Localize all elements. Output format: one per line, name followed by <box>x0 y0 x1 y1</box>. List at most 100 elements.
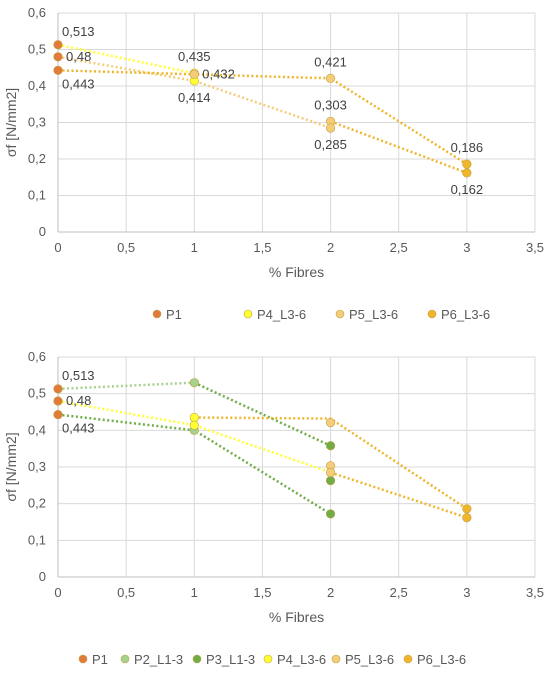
x-tick-label: 2 <box>327 585 334 600</box>
y-axis-title: σf [N/mm2] <box>3 432 19 501</box>
data-label: 0,414 <box>178 90 211 105</box>
data-point <box>189 412 199 423</box>
y-tick-label: 0,3 <box>28 115 46 130</box>
x-axis-title: % Fibres <box>269 609 324 625</box>
data-point <box>189 420 199 430</box>
x-tick-label: 1,5 <box>253 240 271 255</box>
x-tick-label: 3 <box>463 240 470 255</box>
trendline-p6-l3-6 <box>330 120 468 175</box>
x-tick-label: 3 <box>463 585 470 600</box>
legend-label: P5_L3-6 <box>345 652 394 667</box>
x-tick-label: 1 <box>191 585 198 600</box>
legend-label: P1 <box>166 307 182 322</box>
legend-marker <box>427 309 437 319</box>
data-label: 0,435 <box>178 49 211 64</box>
legend-marker <box>331 654 341 664</box>
data-point <box>53 396 63 406</box>
data-label: 0,162 <box>451 182 484 197</box>
x-tick-label: 2,5 <box>390 585 408 600</box>
legend-label: P6_L3-6 <box>441 307 490 322</box>
data-label: 0,432 <box>202 66 235 81</box>
x-tick-label: 0,5 <box>117 585 135 600</box>
legend-marker <box>120 654 130 664</box>
y-tick-label: 0 <box>39 569 46 584</box>
legend-entry: P2_L1-3 <box>120 652 183 667</box>
trendline-p4-l3-6 <box>57 399 331 474</box>
data-point <box>53 409 63 420</box>
trendline-p2-l1-3 <box>57 381 195 391</box>
data-point <box>189 69 199 79</box>
data-label: 0,443 <box>62 421 95 436</box>
legend-entry: P4_L3-6 <box>243 307 306 322</box>
legend-label: P6_L3-6 <box>417 652 466 667</box>
data-point <box>325 475 336 486</box>
y-tick-label: 0,6 <box>28 349 46 364</box>
data-label: 0,186 <box>451 140 484 155</box>
legend-marker <box>192 654 202 664</box>
y-tick-label: 0,5 <box>28 386 46 401</box>
legend-label: P2_L1-3 <box>134 652 183 667</box>
data-point <box>462 168 472 178</box>
y-tick-label: 0,3 <box>28 459 46 474</box>
legend-entry: P5_L3-6 <box>335 307 398 322</box>
y-tick-label: 0,4 <box>28 422 46 437</box>
data-point <box>53 40 63 50</box>
legend-marker <box>263 654 273 664</box>
legend-entry: P1 <box>78 652 108 667</box>
legend-entry: P3_L1-3 <box>192 652 255 667</box>
trendline-p6-l3-6 <box>330 471 468 519</box>
chart-2: 0 0,1 0,2 0,3 0,4 0,5 0,6 0 0,5 1 1,5 2 2,5 3 3,5 % Fib… <box>3 349 544 667</box>
data-label: 0,285 <box>314 137 347 152</box>
y-tick-label: 0 <box>39 224 46 239</box>
y-tick-label: 0,2 <box>28 151 46 166</box>
data-label: 0,421 <box>314 54 347 69</box>
y-tick-label: 0,1 <box>28 188 46 203</box>
legend-label: P1 <box>92 652 108 667</box>
legend-marker <box>335 309 345 319</box>
x-tick-label: 1 <box>191 240 198 255</box>
data-label: 0,513 <box>62 368 95 383</box>
y-tick-label: 0,1 <box>28 532 46 547</box>
legend-entry: P5_L3-6 <box>331 652 394 667</box>
x-tick-label: 2 <box>327 240 334 255</box>
x-axis-title: % Fibres <box>269 264 324 280</box>
trendline-p4-l3-6 <box>57 43 195 75</box>
x-tick-label: 0 <box>54 585 61 600</box>
legend-entry: P6_L3-6 <box>403 652 466 667</box>
x-tick-label: 0 <box>54 240 61 255</box>
data-point <box>325 467 336 478</box>
data-point <box>462 159 472 169</box>
x-tick-label: 0,5 <box>117 240 135 255</box>
legend-entry: P1 <box>152 307 182 322</box>
legend-marker <box>152 309 162 319</box>
trendline-p6-l3-6 <box>57 69 468 166</box>
y-tick-label: 0,6 <box>28 5 46 20</box>
y-tick-label: 0,2 <box>28 496 46 511</box>
data-point <box>53 65 63 75</box>
legend-entry: P6_L3-6 <box>427 307 490 322</box>
data-label: 0,513 <box>62 24 95 39</box>
data-point <box>53 384 63 394</box>
data-label: 0,48 <box>66 393 91 408</box>
y-tick-label: 0,5 <box>28 42 46 57</box>
data-point <box>462 512 472 523</box>
legend-marker <box>243 309 253 319</box>
x-tick-label: 3,5 <box>526 585 544 600</box>
x-tick-label: 3,5 <box>526 240 544 255</box>
legend-marker <box>403 654 413 664</box>
data-point <box>462 504 472 514</box>
legend-marker <box>78 654 88 664</box>
chart-1: 0 0,1 0,2 0,3 0,4 0,5 0,6 0 0,5 1 1,5 2 2,5 3 3,5 % Fib… <box>3 5 544 322</box>
trendline-p5-l3-6 <box>57 55 331 130</box>
data-point <box>325 441 336 451</box>
legend-label: P5_L3-6 <box>349 307 398 322</box>
data-point <box>325 418 336 428</box>
data-point <box>325 123 336 133</box>
x-tick-label: 1,5 <box>253 585 271 600</box>
data-point <box>189 378 199 388</box>
legend-entry: P4_L3-6 <box>263 652 326 667</box>
data-label: 0,443 <box>62 76 95 91</box>
x-tick-label: 2,5 <box>390 240 408 255</box>
